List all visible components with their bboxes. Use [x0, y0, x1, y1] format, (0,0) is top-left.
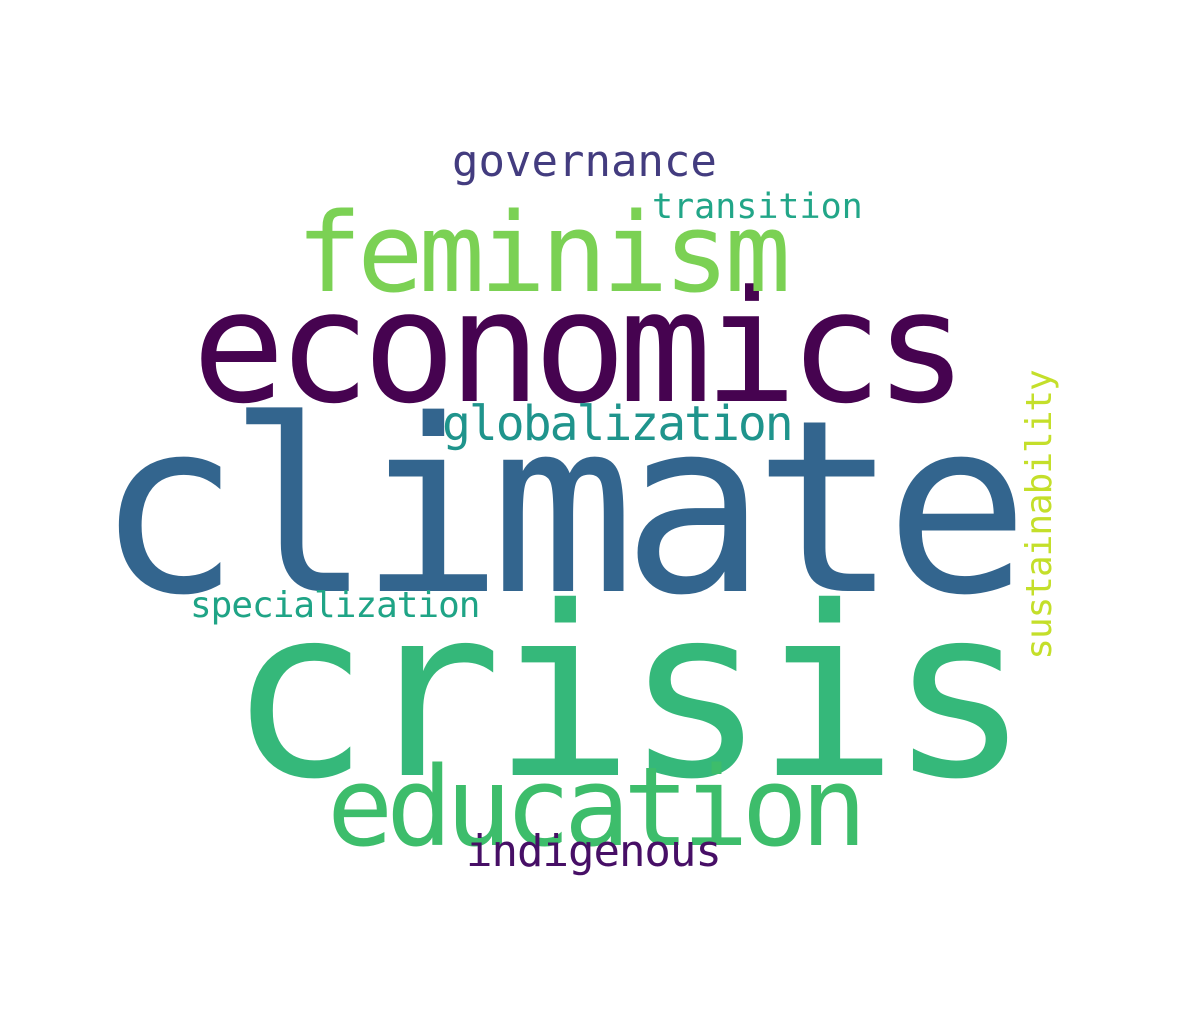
- word-indigenous: indigenous: [466, 826, 722, 877]
- word-transition: transition: [652, 187, 863, 227]
- word-economics: economics: [192, 257, 968, 438]
- word-sustainability: sustainability: [1019, 370, 1060, 660]
- word-education: education: [327, 743, 867, 871]
- word-specialization: specialization: [190, 585, 480, 626]
- word-crisis: crisis: [228, 556, 1031, 831]
- word-feminism: feminism: [296, 189, 791, 317]
- word-climate: climate: [96, 368, 1029, 648]
- word-globalization: globalization: [442, 396, 794, 452]
- word-governance: governance: [452, 136, 717, 187]
